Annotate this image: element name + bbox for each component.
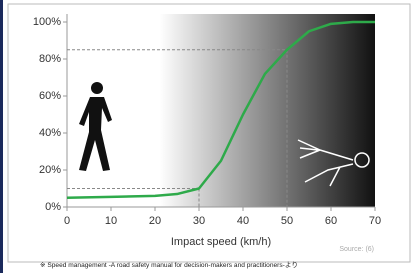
- plot-background: [67, 14, 375, 207]
- x-tick-label: 0: [64, 215, 70, 227]
- y-tick-label: 40%: [39, 127, 61, 139]
- x-tick-label: 50: [281, 215, 293, 227]
- chart: 0% 20% 40% 60% 80% 100% 0 10 20 30 40 50 60 70 Impact…: [0, 0, 413, 273]
- y-tick-label: 100%: [33, 16, 61, 28]
- x-tick-label: 60: [325, 215, 337, 227]
- source: Source: (6): [339, 246, 374, 253]
- y-tick-label: 80%: [39, 53, 61, 65]
- y-tick-label: 0%: [45, 201, 61, 213]
- edge-bar: [0, 0, 3, 273]
- x-tick-label: 10: [105, 215, 117, 227]
- x-tick-label: 30: [193, 215, 205, 227]
- x-tick-label: 40: [237, 215, 249, 227]
- x-tick-label: 70: [369, 215, 381, 227]
- x-axis-label: Impact speed (km/h): [171, 236, 271, 248]
- footnote: ※ Speed management -A road safety manual…: [40, 261, 298, 269]
- x-tick-label: 20: [149, 215, 161, 227]
- y-tick-label: 60%: [39, 90, 61, 102]
- y-tick-label: 20%: [39, 164, 61, 176]
